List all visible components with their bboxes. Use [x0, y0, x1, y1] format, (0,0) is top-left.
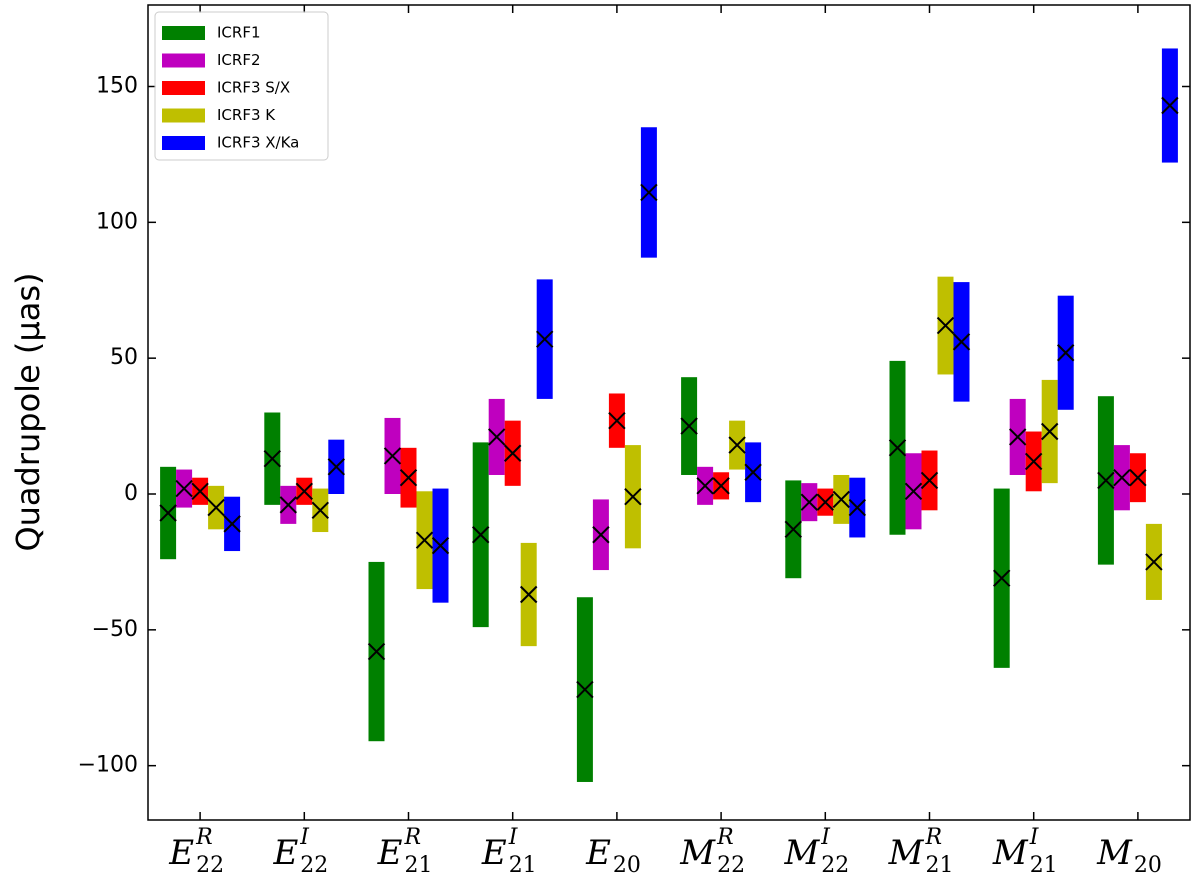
marker: [680, 417, 698, 435]
y-axis-label: Quadrupole (μas): [9, 272, 47, 551]
x-tick-label-sub: 22: [821, 853, 849, 878]
marker: [640, 183, 658, 202]
x-tick-label-sup: I: [508, 825, 519, 850]
marker: [904, 482, 923, 500]
x-tick-label-sup: I: [820, 825, 831, 850]
y-tick-label: 50: [110, 345, 138, 370]
x-tick-label-sub: 21: [1030, 853, 1058, 878]
x-tick-label-sub: 22: [300, 853, 328, 878]
marker: [431, 536, 450, 555]
y-tick-label: −100: [78, 753, 138, 778]
marker: [311, 501, 330, 520]
legend-swatch: [162, 136, 205, 150]
marker: [800, 493, 819, 511]
marker: [367, 642, 386, 661]
legend-swatch: [162, 81, 205, 95]
x-tick-label-main: M: [679, 833, 716, 873]
x-tick-label-main: E: [168, 833, 194, 873]
x-tick-label-sub: 21: [509, 853, 537, 878]
x-tick-label-sub: 20: [613, 853, 641, 878]
x-tick-label-main: M: [1096, 833, 1133, 873]
marker: [519, 585, 538, 604]
x-tick-label-main: E: [585, 833, 611, 873]
legend-swatch: [162, 26, 205, 40]
x-tick-label-sub: 22: [717, 853, 745, 878]
marker: [263, 449, 282, 468]
marker: [383, 447, 402, 465]
x-tick-label-sup: R: [195, 825, 213, 850]
legend-label: ICRF3 X/Ka: [217, 134, 299, 152]
marker: [1056, 344, 1075, 362]
marker: [503, 444, 522, 462]
marker: [952, 333, 971, 351]
marker: [471, 526, 490, 544]
marker: [816, 493, 835, 511]
y-tick-label: 0: [124, 481, 138, 506]
marker: [744, 463, 762, 481]
marker: [207, 498, 225, 517]
marker: [712, 477, 730, 495]
x-tick-label-main: M: [783, 833, 820, 873]
marker: [1040, 422, 1059, 441]
x-tick-label-sub: 22: [196, 853, 224, 878]
marker: [327, 458, 346, 476]
marker: [888, 439, 907, 457]
marker: [415, 531, 434, 549]
marker: [279, 496, 298, 514]
marker: [576, 680, 594, 699]
marker: [1161, 96, 1179, 115]
legend-swatch: [162, 53, 205, 68]
marker: [1113, 468, 1131, 487]
legend-box: [154, 11, 329, 161]
marker: [624, 488, 642, 506]
marker: [728, 436, 746, 454]
y-tick-label: 150: [96, 74, 138, 99]
marker: [191, 482, 209, 500]
marker: [1024, 452, 1043, 471]
marker: [1097, 471, 1115, 490]
marker: [295, 482, 314, 500]
marker: [592, 526, 610, 544]
marker: [399, 468, 418, 487]
marker: [223, 515, 241, 533]
marker: [936, 316, 955, 335]
x-tick-label-sub: 20: [1134, 853, 1162, 878]
marker: [1008, 428, 1027, 446]
legend-label: ICRF2: [217, 51, 261, 69]
plot-frame: [147, 4, 1191, 821]
x-tick-label-sup: I: [1029, 825, 1040, 850]
x-tick-label-main: E: [481, 833, 507, 873]
x-tick-label-main: E: [377, 833, 403, 873]
legend-label: ICRF3 K: [217, 106, 276, 124]
legend-label: ICRF1: [217, 24, 261, 42]
marker: [992, 569, 1011, 587]
marker: [784, 520, 803, 539]
y-tick-label: 100: [96, 209, 138, 234]
marker: [832, 490, 851, 509]
marker: [175, 479, 193, 498]
x-tick-label-main: M: [992, 833, 1029, 873]
marker: [1129, 468, 1147, 487]
marker: [848, 498, 867, 517]
x-tick-label-sub: 21: [926, 853, 954, 878]
x-tick-label-sup: I: [299, 825, 310, 850]
x-tick-label-main: E: [272, 833, 298, 873]
x-tick-label-main: M: [888, 833, 925, 873]
legend-label: ICRF3 S/X: [217, 79, 290, 97]
x-tick-label-sub: 21: [405, 853, 433, 878]
marker: [159, 504, 177, 522]
marker: [920, 471, 939, 490]
x-tick-label-sup: R: [925, 825, 943, 850]
marker: [487, 428, 506, 446]
marker: [608, 411, 626, 430]
x-tick-label-sup: R: [716, 825, 734, 850]
marker: [696, 477, 714, 495]
legend-swatch: [162, 108, 205, 123]
marker: [1145, 553, 1163, 571]
marker: [535, 330, 554, 348]
y-tick-label: −50: [92, 617, 138, 642]
x-tick-label-sup: R: [404, 825, 422, 850]
